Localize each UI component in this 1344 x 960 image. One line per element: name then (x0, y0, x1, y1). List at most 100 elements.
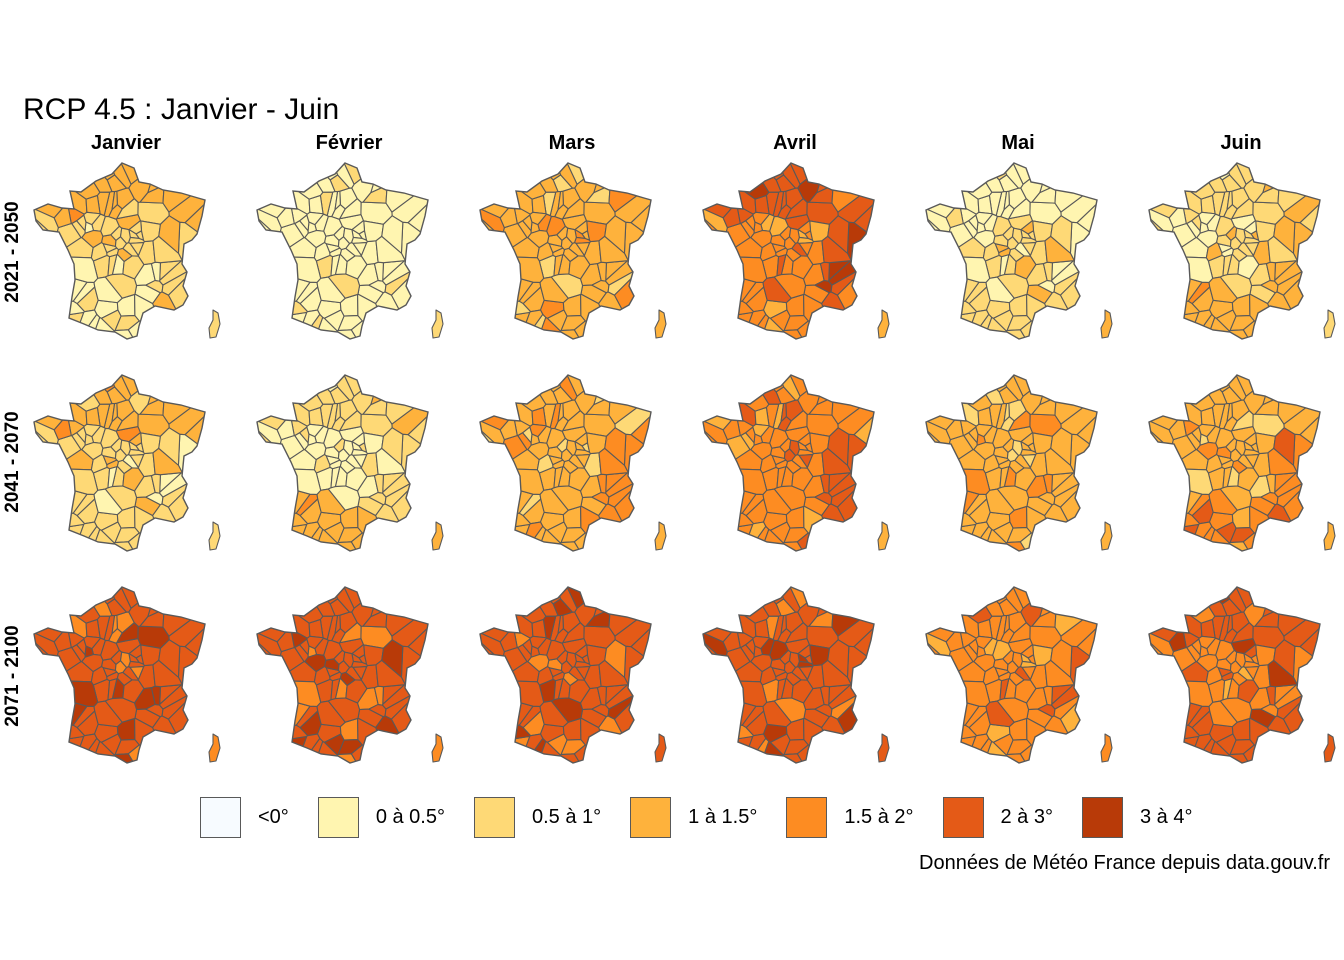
department (534, 163, 562, 181)
department (752, 635, 771, 650)
department (536, 454, 554, 474)
department (311, 375, 339, 393)
department (1208, 488, 1238, 516)
department (846, 433, 874, 486)
department (407, 395, 428, 466)
department (999, 466, 1010, 489)
department (1076, 183, 1097, 254)
department (1019, 744, 1071, 763)
department (114, 660, 128, 675)
department (339, 247, 356, 263)
column-title-3: Avril (773, 132, 817, 154)
caption: Données de Météo France depuis data.gouv… (919, 852, 1330, 874)
department (1231, 671, 1248, 687)
department (1242, 532, 1294, 551)
department (723, 163, 770, 200)
department (573, 744, 625, 763)
department (759, 242, 777, 262)
department (277, 163, 324, 200)
corsica (431, 733, 444, 763)
row-title-label: 2021 - 2050 (2, 201, 23, 303)
department (999, 254, 1010, 277)
department (975, 211, 994, 226)
department (980, 163, 1008, 181)
department (323, 639, 343, 661)
column-title-2: Mars (548, 132, 596, 154)
france-map (256, 374, 444, 552)
department (316, 488, 346, 516)
department (623, 221, 651, 274)
map-panel-2-5 (1141, 584, 1341, 764)
department (1208, 276, 1238, 304)
department (1154, 679, 1214, 707)
department (351, 432, 366, 447)
mainland-outline (479, 586, 652, 764)
department (1149, 163, 1183, 219)
legend-swatch (200, 796, 241, 838)
department (88, 587, 116, 605)
department (1006, 660, 1020, 675)
department (553, 678, 564, 701)
department (546, 427, 566, 449)
department (757, 163, 785, 181)
department (973, 229, 996, 249)
department (562, 410, 585, 432)
department (116, 671, 133, 687)
map-panel-1-4 (918, 372, 1118, 552)
france-map (702, 586, 890, 764)
department (330, 678, 341, 701)
department (1020, 220, 1035, 235)
corsica (654, 309, 667, 339)
department (116, 198, 139, 220)
department (306, 423, 325, 438)
department (116, 247, 133, 263)
department (1242, 320, 1294, 339)
department (107, 678, 118, 701)
mainland-outline (1148, 374, 1321, 552)
department (316, 276, 346, 304)
department (1149, 587, 1183, 643)
mainland-outline (925, 586, 1098, 764)
department (853, 607, 874, 678)
department (992, 427, 1012, 449)
department (1069, 221, 1097, 274)
department (1008, 410, 1031, 432)
department (306, 211, 325, 226)
department (703, 735, 754, 763)
department (83, 635, 102, 650)
corsica (208, 521, 221, 551)
department (34, 735, 85, 763)
department (407, 607, 428, 678)
department (1149, 375, 1183, 431)
department (973, 441, 996, 461)
map-panel-1-1 (249, 372, 449, 552)
department (539, 488, 569, 516)
department (1198, 635, 1217, 650)
department (39, 255, 99, 283)
corsica (1323, 521, 1336, 551)
legend-item: 0.5 à 1° (473, 795, 630, 839)
legend-label: 3 à 4° (1139, 805, 1193, 828)
department (757, 587, 785, 605)
france-map (256, 586, 444, 764)
department (114, 448, 128, 463)
department (759, 454, 777, 474)
figure-title: RCP 4.5 : Janvier - Juin (23, 93, 340, 126)
france-map (479, 586, 667, 764)
department (1154, 467, 1214, 495)
corsica (431, 521, 444, 551)
department (323, 215, 343, 237)
department (539, 276, 569, 304)
department (574, 432, 589, 447)
mainland-outline (33, 162, 206, 340)
mainland-outline (702, 162, 875, 340)
department (107, 466, 118, 489)
department (1169, 587, 1216, 624)
department (769, 215, 789, 237)
department (1231, 247, 1248, 263)
department (797, 432, 812, 447)
department (339, 671, 356, 687)
department (1019, 532, 1071, 551)
department (1203, 163, 1231, 181)
department (400, 433, 428, 486)
